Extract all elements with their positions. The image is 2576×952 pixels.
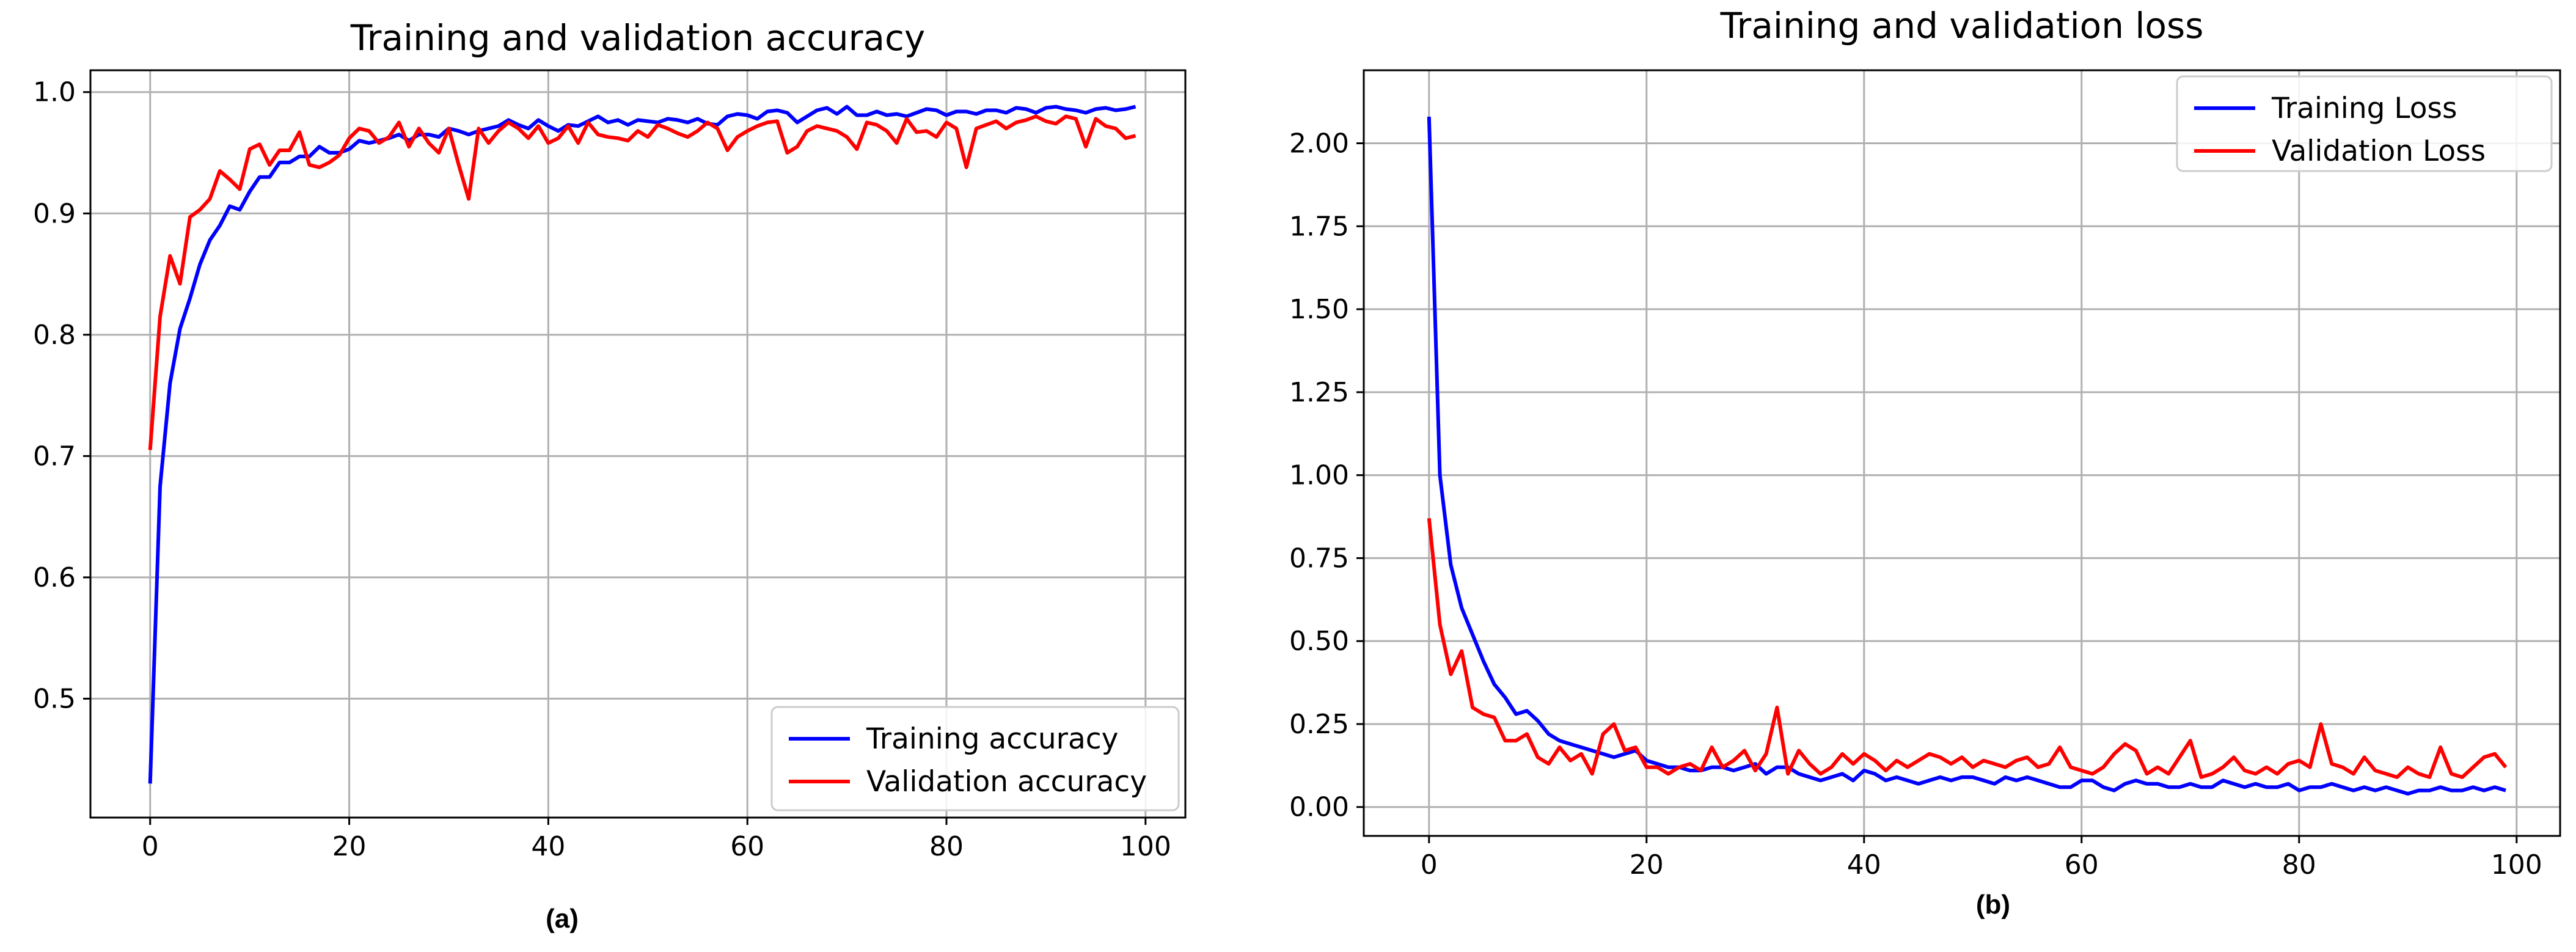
legend-box: [2176, 75, 2553, 172]
panel-label: (b): [1976, 890, 2010, 920]
y-tick-label: 0.25: [1289, 709, 1349, 740]
y-tick-label: 0.00: [1289, 792, 1349, 823]
y-tick-label: 0.5: [33, 683, 76, 714]
x-tick-label: 0: [1421, 849, 1438, 881]
chart-panel-2: 0 20 40 60 80 100 0.00 0.25 0.50 0.75 1.00 1.25 1.50…: [1289, 5, 2561, 920]
chart-title: Training and validation loss: [1720, 5, 2204, 46]
series-line-2: [148, 114, 1136, 450]
plot-frame: [89, 69, 1187, 819]
x-tick-label: 20: [1630, 849, 1664, 881]
y-tick-label: 0.75: [1289, 543, 1349, 574]
grid: [1364, 70, 2560, 836]
y-tick-label: 2.00: [1289, 128, 1349, 159]
legend-label: Training accuracy: [866, 722, 1118, 756]
x-tick-label: 40: [1847, 849, 1881, 881]
y-tick-label: 1.0: [33, 77, 76, 108]
x-tick-label: 80: [929, 831, 964, 862]
panel-label: (a): [546, 904, 579, 934]
series-line-2: [1427, 518, 2508, 779]
y-tick-label: 0.6: [33, 562, 76, 593]
series-line-1: [1427, 116, 2506, 796]
series-line-1: [148, 104, 1136, 784]
x-tick-label: 0: [142, 831, 159, 862]
y-tick-label: 0.50: [1289, 626, 1349, 657]
x-tick-label: 80: [2282, 849, 2316, 881]
plot-frame: [1363, 69, 2561, 837]
x-tick-label: 60: [2065, 849, 2099, 881]
grid: [90, 70, 1185, 818]
x-tick-label: 40: [531, 831, 565, 862]
legend-label: Validation Loss: [2272, 134, 2486, 168]
legend: Training Loss Validation Loss: [2176, 75, 2553, 172]
y-tick-label: 1.25: [1289, 377, 1349, 408]
chart-title: Training and validation accuracy: [350, 17, 926, 59]
x-tick-label: 20: [332, 831, 367, 862]
legend: Training accuracy Validation accuracy: [770, 706, 1180, 811]
chart-panel-1: 0 20 40 60 80 100 0.5 0.6 0.7 0.8 0.9 1.0 Training a…: [33, 17, 1187, 934]
y-tick-label: 1.50: [1289, 294, 1349, 325]
y-tick-label: 0.8: [33, 320, 76, 351]
legend-label: Validation accuracy: [866, 765, 1147, 799]
y-tick-label: 1.00: [1289, 460, 1349, 491]
y-tick-label: 0.7: [33, 441, 76, 472]
y-tick-label: 1.75: [1289, 211, 1349, 242]
legend-label: Training Loss: [2271, 92, 2457, 125]
x-tick-label: 100: [1120, 831, 1171, 862]
legend-box: [770, 706, 1180, 811]
x-tick-label: 100: [2491, 849, 2542, 881]
x-tick-label: 60: [730, 831, 764, 862]
y-tick-label: 0.9: [33, 198, 76, 229]
